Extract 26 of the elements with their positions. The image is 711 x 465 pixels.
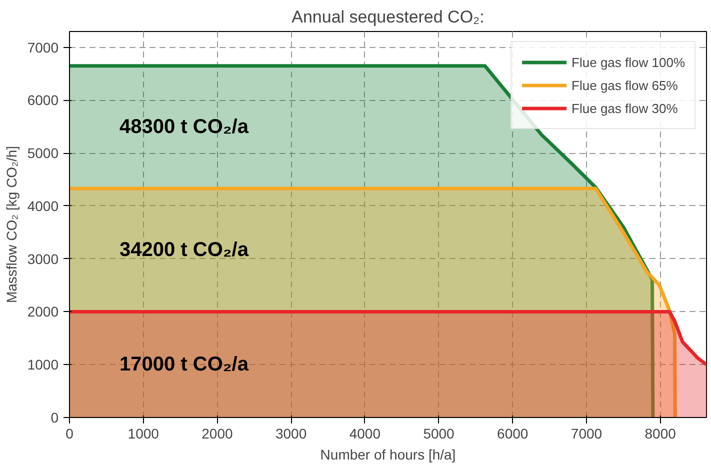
x-tick-label: 7000 xyxy=(570,426,602,442)
y-tick-label: 3000 xyxy=(27,250,59,267)
annotation: 48300 t CO₂/a xyxy=(120,116,250,138)
x-tick-label: 5000 xyxy=(423,426,455,442)
chart-title: Annual sequestered CO₂: xyxy=(292,8,484,26)
x-axis-title: Number of hours [h/a] xyxy=(320,446,456,462)
annotation: 17000 t CO₂/a xyxy=(120,354,250,376)
x-tick-label: 3000 xyxy=(275,426,307,442)
y-tick-label: 4000 xyxy=(27,198,59,214)
y-tick-label: 0 xyxy=(50,410,59,426)
annotation: 34200 t CO₂/a xyxy=(120,239,250,262)
y-tick-label: 5000 xyxy=(27,145,59,162)
y-tick-label: 6000 xyxy=(27,92,59,108)
legend-label: Flue gas flow 30% xyxy=(572,100,678,116)
x-tick-label: 1000 xyxy=(128,426,160,442)
legend-label: Flue gas flow 65% xyxy=(572,78,678,92)
x-tick-label: 0 xyxy=(66,426,74,442)
x-tick-label: 8000 xyxy=(644,426,676,442)
x-tick-label: 6000 xyxy=(497,426,528,442)
y-axis-title: Massflow CO₂ [kg CO₂/h] xyxy=(3,146,20,304)
legend-label: Flue gas flow 100% xyxy=(572,54,685,70)
y-tick-label: 2000 xyxy=(27,304,59,320)
y-tick-label: 7000 xyxy=(27,39,59,56)
x-tick-label: 2000 xyxy=(202,426,233,442)
x-tick-label: 4000 xyxy=(349,426,381,442)
y-tick-label: 1000 xyxy=(27,356,59,373)
